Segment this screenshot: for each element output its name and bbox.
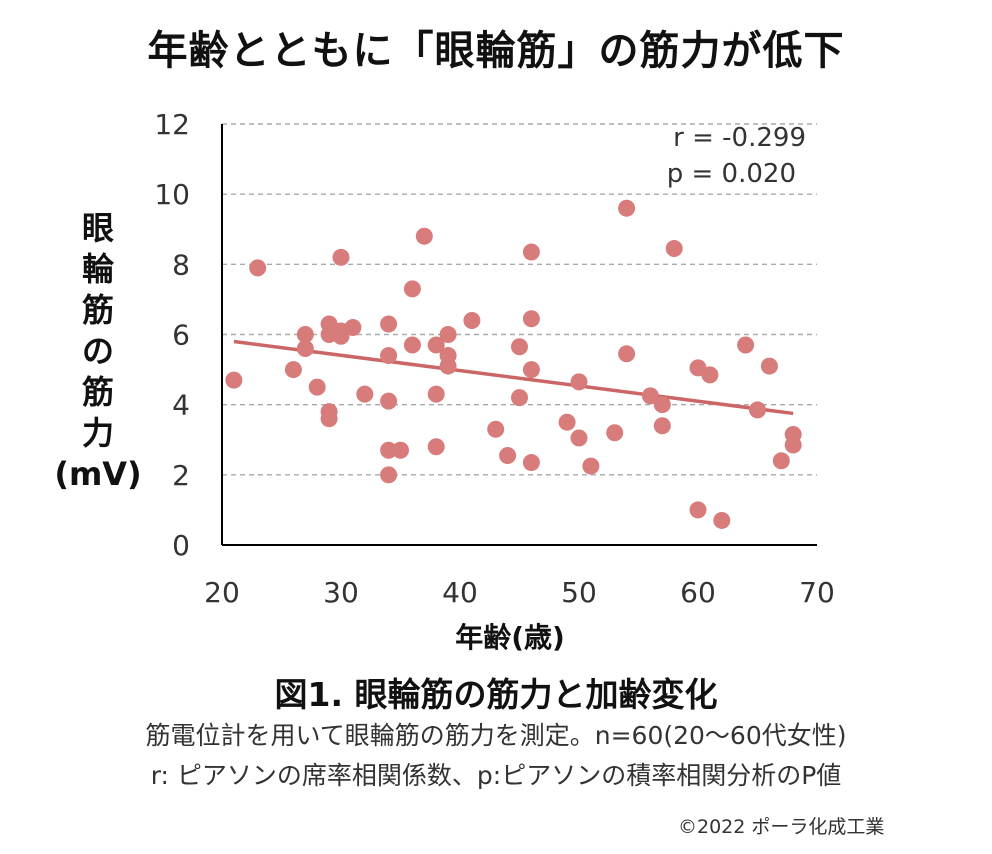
- data-point: [713, 511, 731, 529]
- data-point: [749, 401, 766, 419]
- data-point: [249, 259, 267, 277]
- data-point: [439, 326, 457, 343]
- data-point: [308, 378, 326, 396]
- annotation-r: r = -0.299: [673, 123, 806, 153]
- data-point: [760, 357, 778, 375]
- data-point: [415, 227, 433, 245]
- x-tick-label: 30: [323, 576, 359, 609]
- data-point: [380, 347, 398, 365]
- copyright-notice: ©2022 ポーラ化成工業: [678, 816, 885, 838]
- data-point: [701, 366, 719, 384]
- data-point: [511, 338, 528, 356]
- figure-description-2: r: ピアソンの席率相関係数、p:ピアソンの積率相関分析のP値: [150, 761, 842, 790]
- data-point: [356, 385, 374, 403]
- y-label-unit: (mV): [54, 455, 142, 493]
- y-tick-label: 12: [154, 108, 190, 141]
- chart-title: 年齢とともに「眼輪筋」の筋力が低下: [147, 28, 845, 74]
- data-point: [296, 326, 314, 343]
- data-point: [332, 327, 350, 345]
- data-point: [380, 466, 398, 484]
- data-point: [439, 357, 457, 375]
- y-tick-label: 6: [172, 319, 190, 352]
- data-point: [332, 248, 350, 266]
- data-point: [570, 429, 588, 447]
- y-axis-label: 眼 輪 筋 の 筋 力 (mV): [48, 208, 148, 495]
- data-point: [737, 336, 755, 354]
- x-tick-label: 50: [561, 576, 597, 609]
- data-point: [772, 452, 790, 470]
- y-label-char: 筋: [81, 291, 114, 329]
- data-point: [606, 424, 624, 442]
- x-tick-label: 60: [680, 576, 716, 609]
- data-points: [225, 199, 802, 529]
- y-label-char: 輪: [81, 250, 114, 288]
- scatter-chart: 0 2 4 6 8 10 12 20 30 40 50 60 70 r = -0.299 p = 0.…: [154, 108, 835, 654]
- figure-description-1: 筋電位計を用いて眼輪筋の筋力を測定。n=60(20～60代女性): [145, 721, 847, 750]
- data-point: [320, 410, 338, 428]
- data-point: [427, 385, 445, 403]
- data-point: [522, 310, 540, 328]
- data-point: [653, 417, 671, 435]
- x-tick-label: 20: [204, 576, 240, 609]
- y-tick-label: 2: [172, 459, 190, 492]
- data-point: [784, 436, 802, 454]
- y-label-char: 筋: [81, 373, 114, 411]
- data-point: [618, 199, 636, 217]
- data-point: [570, 373, 588, 391]
- data-point: [380, 441, 398, 459]
- x-tick-labels: 20 30 40 50 60 70: [204, 576, 835, 609]
- data-point: [284, 361, 302, 379]
- data-point: [296, 340, 314, 358]
- y-label-char: の: [81, 332, 114, 370]
- data-point: [225, 371, 243, 389]
- data-point: [344, 318, 362, 336]
- data-point: [427, 438, 445, 456]
- data-point: [487, 420, 505, 438]
- trend-line: [233, 339, 794, 416]
- y-tick-label: 8: [172, 248, 190, 281]
- y-label-char: 眼: [81, 209, 114, 247]
- figure-title: 図1. 眼輪筋の筋力と加齢変化: [274, 675, 718, 714]
- y-label-char: 力: [81, 414, 114, 452]
- y-tick-label: 10: [154, 178, 190, 211]
- data-point: [522, 454, 540, 472]
- data-point: [689, 501, 707, 519]
- y-tick-label: 4: [172, 389, 190, 422]
- x-axis-label: 年齢(歳): [455, 621, 565, 654]
- data-point: [558, 413, 576, 431]
- data-point: [522, 361, 540, 379]
- data-point: [511, 389, 528, 407]
- x-tick-label: 40: [442, 576, 478, 609]
- y-tick-label: 0: [172, 529, 190, 562]
- data-point: [582, 457, 600, 475]
- y-tick-labels: 0 2 4 6 8 10 12: [154, 108, 190, 562]
- x-tick-label: 70: [799, 576, 835, 609]
- data-point: [392, 441, 409, 459]
- data-point: [403, 336, 421, 354]
- data-point: [522, 243, 540, 261]
- annotation-p: p = 0.020: [667, 159, 796, 189]
- data-point: [641, 387, 659, 405]
- data-point: [618, 345, 636, 363]
- data-point: [380, 392, 398, 410]
- data-point: [463, 311, 481, 329]
- data-point: [653, 396, 671, 414]
- data-point: [499, 447, 517, 465]
- data-point: [403, 280, 421, 298]
- data-point: [427, 336, 445, 354]
- data-point: [380, 315, 398, 333]
- axes: [221, 124, 817, 546]
- data-point: [665, 240, 683, 258]
